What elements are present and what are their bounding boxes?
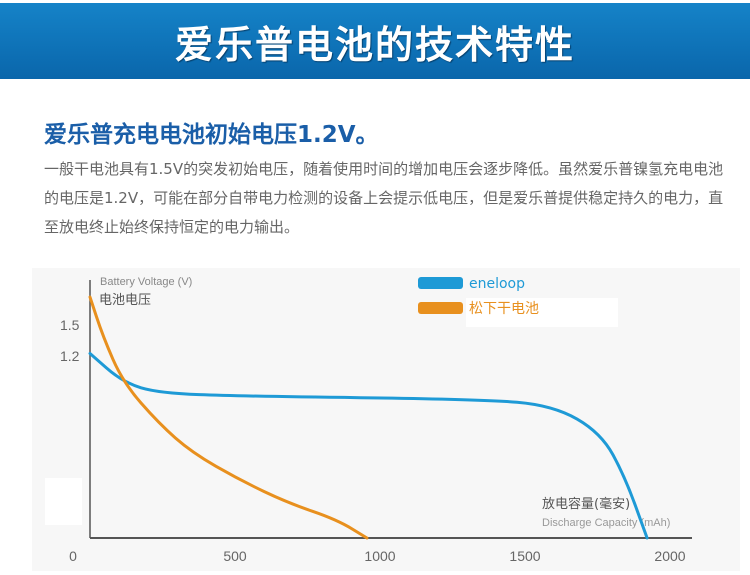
y-tick-label: 1.5: [60, 317, 80, 333]
banner-title: 爱乐普电池的技术特性: [174, 22, 575, 67]
chart-background: [32, 268, 740, 571]
x-tick-label: 2000: [654, 548, 685, 564]
section-title: 爱乐普充电电池初始电压1.2V。: [44, 122, 379, 148]
legend-bg: [466, 298, 618, 327]
y-axis-label-cn: 电池电压: [99, 293, 151, 308]
x-tick-label: 500: [223, 548, 247, 564]
x-tick-label: 1000: [364, 548, 395, 564]
x-tick-label: 0: [69, 548, 77, 564]
x-axis-label-en: Discharge Capacity (mAh): [542, 517, 670, 529]
legend-swatch: [418, 302, 463, 314]
x-tick-label: 1500: [509, 548, 540, 564]
white-patch: [45, 478, 82, 525]
legend-swatch: [418, 277, 463, 289]
y-axis-label-en: Battery Voltage (V): [100, 276, 192, 288]
description-text: 一般干电池具有1.5V的突发初始电压，随着使用时间的增加电压会逐步降低。虽然爱乐…: [44, 160, 724, 236]
legend-label: 松下干电池: [469, 301, 539, 317]
legend-label: eneloop: [469, 276, 525, 292]
series-line-1: [88, 295, 369, 540]
header-banner: 爱乐普电池的技术特性: [0, 3, 750, 79]
y-tick-label: 1.2: [60, 348, 80, 364]
x-axis-label-cn: 放电容量(毫安): [542, 496, 630, 512]
